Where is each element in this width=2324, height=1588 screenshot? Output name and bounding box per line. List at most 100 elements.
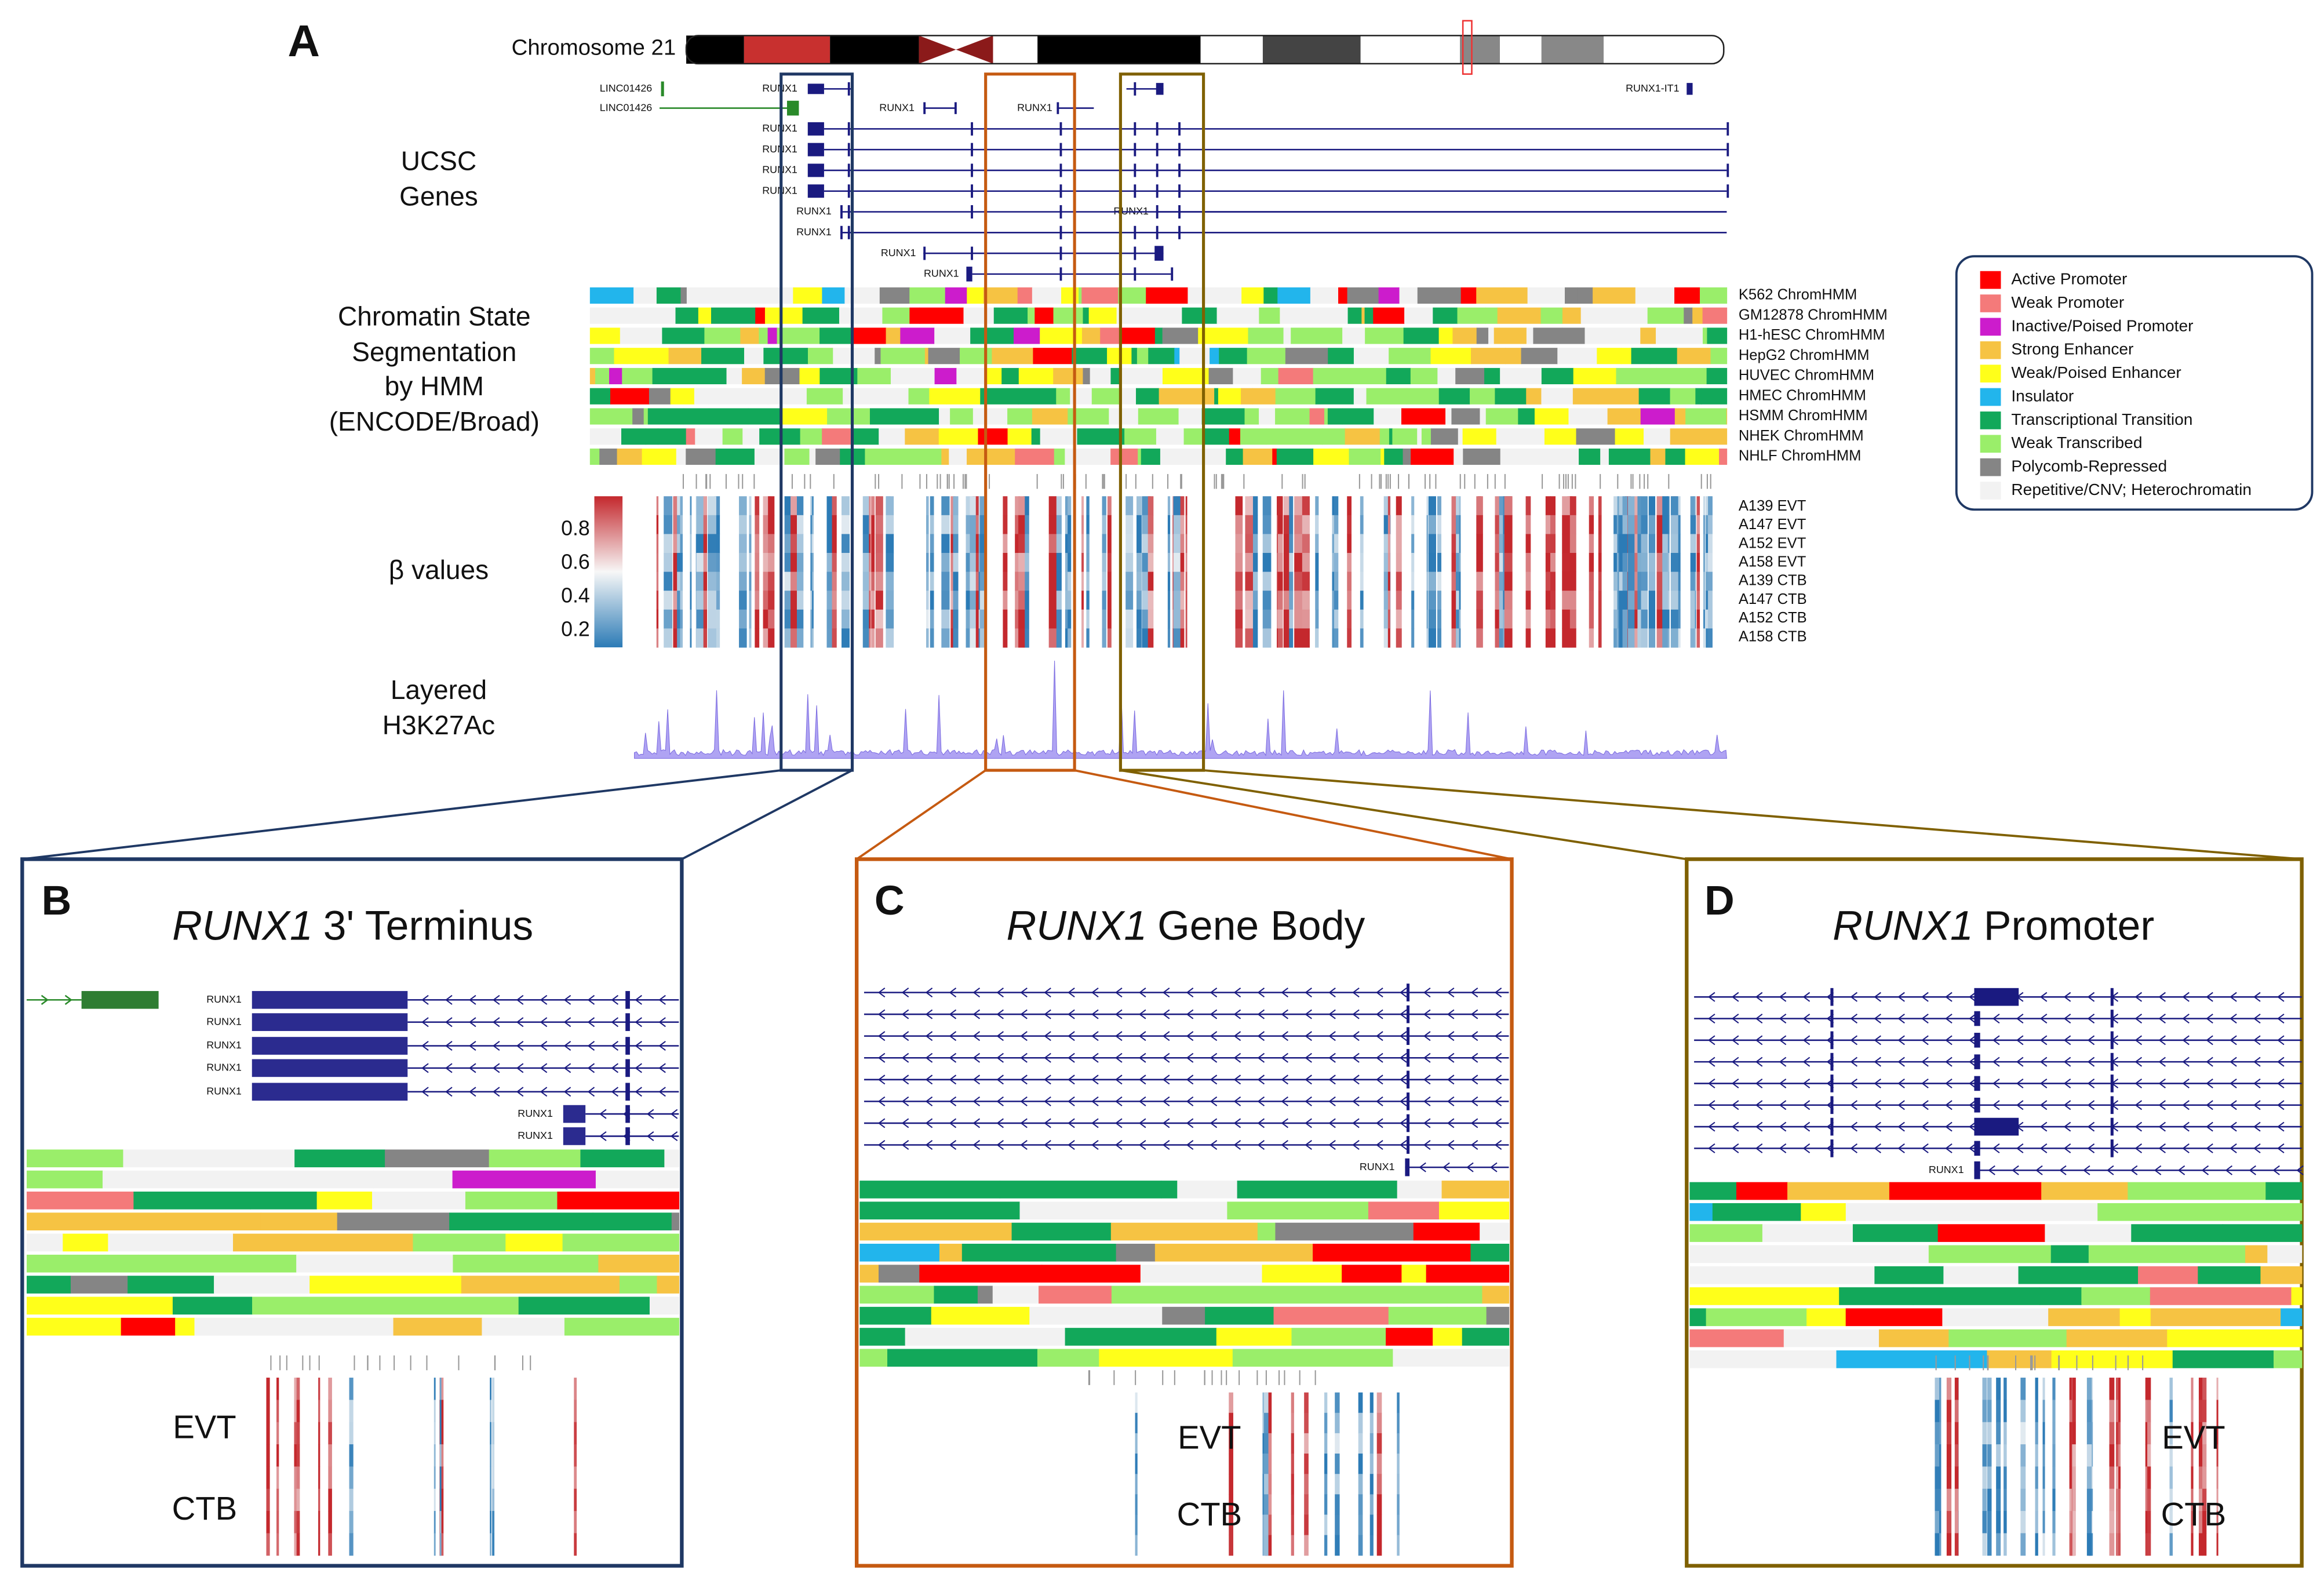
gene-label: RUNX1 bbox=[1113, 205, 1149, 217]
chromatin-segment bbox=[1053, 307, 1084, 324]
chromatin-segment bbox=[1342, 327, 1365, 344]
chromatin-segment bbox=[1410, 367, 1438, 385]
beta-cell bbox=[1667, 571, 1670, 591]
chromatin-segment bbox=[1438, 1201, 1510, 1220]
chromatin-segment bbox=[649, 1296, 680, 1315]
beta-cell bbox=[1065, 534, 1068, 553]
beta-cell bbox=[1451, 591, 1458, 610]
chromatin-segment bbox=[1878, 1329, 1950, 1347]
beta-cell bbox=[977, 496, 985, 516]
beta-cell bbox=[1613, 591, 1618, 610]
beta-cell bbox=[1503, 628, 1506, 648]
beta-cell bbox=[1107, 534, 1112, 553]
chromatin-segment bbox=[1913, 1287, 2041, 1305]
chromatin-segment bbox=[1447, 1306, 1487, 1325]
beta-cell bbox=[2169, 1378, 2173, 1400]
chromatin-segment bbox=[822, 408, 828, 425]
chromatin-segment bbox=[1138, 408, 1179, 425]
chromatin-segment bbox=[763, 348, 808, 365]
chromatin-segment bbox=[1783, 1329, 1879, 1347]
exon bbox=[1830, 1096, 1834, 1114]
beta-cell bbox=[1107, 628, 1112, 648]
beta-cell bbox=[1015, 628, 1020, 648]
chromatin-segment bbox=[1319, 307, 1328, 324]
beta-cell bbox=[1935, 1422, 1940, 1445]
chromatin-segment bbox=[1054, 448, 1066, 465]
beta-cell bbox=[749, 591, 752, 610]
beta-cell bbox=[1018, 515, 1025, 534]
beta-cell bbox=[1136, 571, 1142, 591]
beta-cell bbox=[886, 591, 894, 610]
chromatin-segment bbox=[1161, 1181, 1178, 1199]
chromatin-segment bbox=[1608, 448, 1651, 465]
chromatin-segment bbox=[589, 367, 596, 385]
beta-cell bbox=[328, 1488, 332, 1511]
legend-label: Insulator bbox=[2011, 387, 2074, 405]
beta-cell bbox=[739, 534, 747, 553]
chromatin-segment bbox=[1527, 287, 1565, 304]
panel-title: RUNX1 Promoter bbox=[1833, 903, 2154, 949]
chromatin-segment bbox=[1110, 367, 1121, 385]
exon bbox=[1974, 988, 2019, 1006]
chromatin-segment bbox=[27, 1317, 122, 1336]
beta-cell bbox=[1268, 1474, 1272, 1495]
chromosome-band bbox=[1262, 35, 1361, 64]
beta-cell bbox=[1358, 1474, 1363, 1495]
beta-cell bbox=[294, 1466, 297, 1489]
chromatin-segment bbox=[638, 367, 653, 385]
beta-cell bbox=[714, 496, 720, 516]
chromatin-segment bbox=[1541, 367, 1574, 385]
exon bbox=[1726, 122, 1729, 136]
beta-cell bbox=[1358, 1412, 1363, 1434]
beta-cell bbox=[1598, 534, 1602, 553]
chromatin-segment bbox=[1072, 348, 1108, 365]
beta-cell bbox=[1065, 553, 1068, 573]
beta-cell bbox=[1637, 496, 1641, 516]
beta-cell bbox=[2147, 1400, 2151, 1423]
exon bbox=[625, 990, 630, 1009]
beta-cell bbox=[970, 553, 976, 573]
chromatin-segment bbox=[564, 1317, 680, 1336]
chromatin-segment bbox=[1689, 1308, 1707, 1327]
beta-cell bbox=[1173, 534, 1181, 553]
beta-cell bbox=[1018, 609, 1025, 629]
exon bbox=[1156, 143, 1159, 156]
beta-cell bbox=[492, 1533, 495, 1556]
selection-box bbox=[984, 72, 1076, 772]
chromatin-segment bbox=[657, 1276, 680, 1294]
chromatin-segment bbox=[887, 1349, 1038, 1367]
exon bbox=[661, 81, 664, 97]
chromatin-segment bbox=[1765, 1245, 1929, 1263]
beta-cell bbox=[1066, 496, 1072, 516]
beta-cell bbox=[1304, 1494, 1309, 1515]
chromatin-segment bbox=[1480, 408, 1487, 425]
beta-cell bbox=[1613, 628, 1618, 648]
beta-cell bbox=[1263, 1514, 1269, 1536]
beta-cell bbox=[784, 553, 792, 573]
beta-cell bbox=[871, 496, 875, 516]
connector bbox=[1120, 769, 1687, 861]
panel-title: RUNX1 3' Terminus bbox=[172, 903, 533, 949]
beta-cell bbox=[1634, 628, 1640, 648]
chromatin-segment bbox=[2138, 1266, 2199, 1284]
strand-arrows bbox=[877, 1009, 1502, 1019]
beta-cell bbox=[1023, 496, 1029, 516]
chromatin-segment bbox=[27, 1149, 124, 1168]
beta-cell bbox=[1332, 628, 1334, 648]
chromosome-band bbox=[1360, 35, 1460, 64]
beta-cell bbox=[1627, 515, 1635, 534]
chromatin-segment bbox=[589, 327, 621, 344]
beta-cell bbox=[266, 1533, 270, 1556]
beta-cell bbox=[1954, 1488, 1959, 1511]
beta-cell bbox=[926, 591, 929, 610]
chromatin-segment bbox=[993, 307, 1028, 324]
strand-arrows bbox=[1707, 1078, 2285, 1088]
beta-cell bbox=[1066, 628, 1072, 648]
chromatin-segment bbox=[2260, 1266, 2303, 1284]
exon bbox=[1178, 122, 1181, 136]
strand-arrows bbox=[877, 1052, 1502, 1063]
beta-cell bbox=[1648, 534, 1656, 553]
chromatin-segment bbox=[372, 1192, 466, 1210]
beta-cell bbox=[1289, 496, 1294, 516]
beta-cell bbox=[2216, 1378, 2219, 1400]
